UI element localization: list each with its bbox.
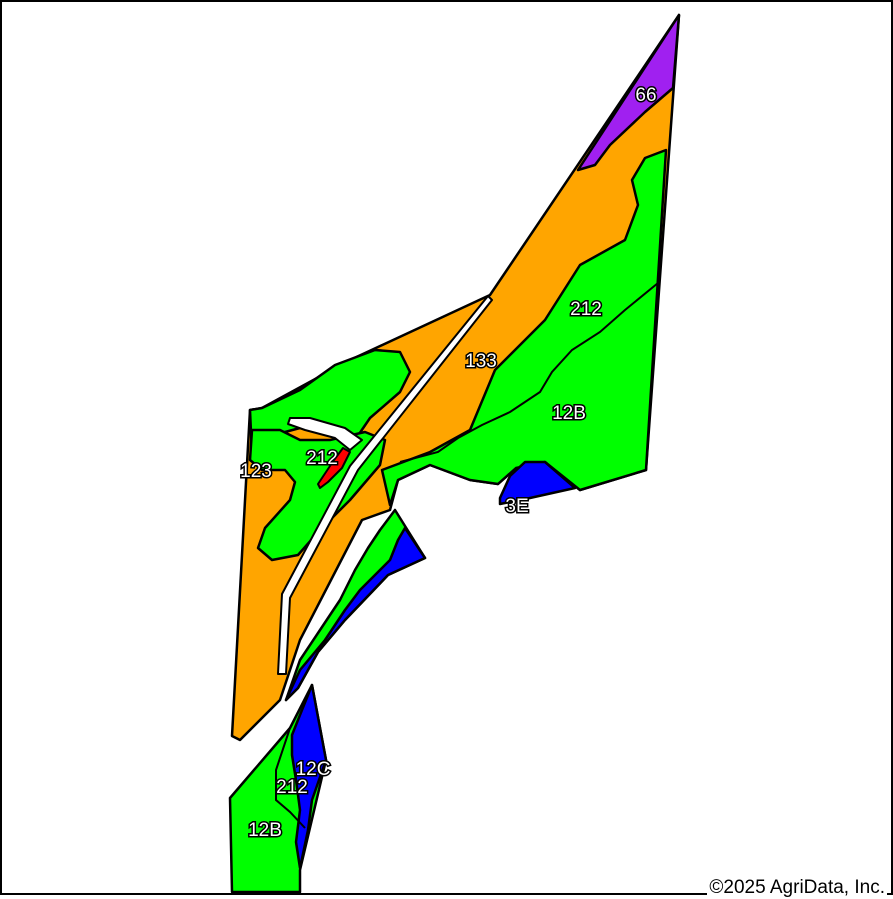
upper-field xyxy=(230,13,681,742)
soil-boundary-line xyxy=(399,282,659,463)
label-12C: 12C xyxy=(296,759,331,780)
soil-polygon-3E[interactable] xyxy=(498,460,577,506)
soil-labels: 66 212 133 12B 3E 212 123 12C 212 12B xyxy=(239,84,658,843)
soil-polygon-66[interactable] xyxy=(576,13,681,172)
label-212-mid: 212 xyxy=(306,448,338,469)
label-12B-bottom: 12B xyxy=(248,820,282,841)
label-66: 66 xyxy=(635,85,656,106)
lower-field xyxy=(228,683,328,894)
soil-boundary-lower xyxy=(275,727,306,829)
soil-polygon-blue-strip[interactable] xyxy=(284,526,427,702)
copyright-notice: ©2025 AgriData, Inc. xyxy=(707,877,887,899)
label-3E: 3E xyxy=(505,496,528,517)
label-123: 123 xyxy=(240,461,272,482)
label-12B-top: 12B xyxy=(552,403,586,424)
label-212-bottom: 212 xyxy=(276,777,308,798)
soil-polygon-red[interactable] xyxy=(317,447,351,489)
label-212-top: 212 xyxy=(570,299,602,320)
label-133: 133 xyxy=(465,351,497,372)
road-strip xyxy=(277,295,493,675)
white-notch xyxy=(287,417,363,451)
soil-polygon-123-west[interactable] xyxy=(248,428,387,562)
